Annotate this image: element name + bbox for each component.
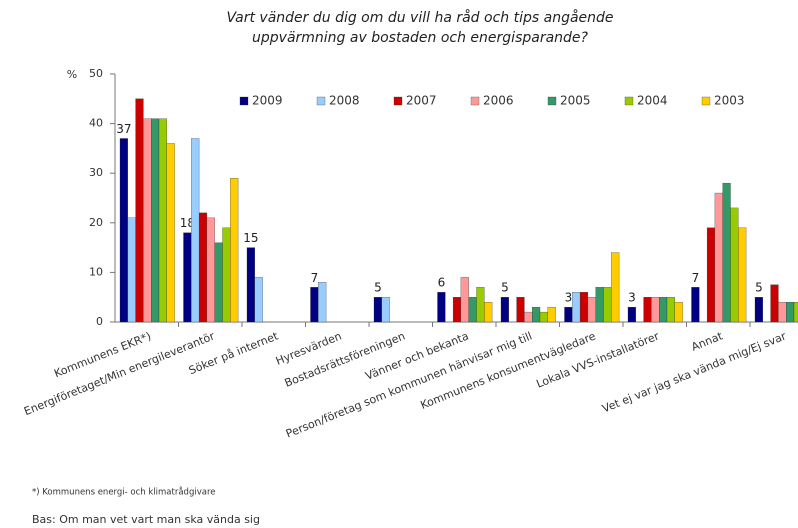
bar bbox=[793, 302, 798, 323]
chart-title: Vart vänder du dig om du vill ha råd och… bbox=[226, 9, 613, 26]
bar bbox=[452, 297, 462, 323]
legend-swatch bbox=[624, 96, 634, 106]
data-label: 15 bbox=[243, 231, 258, 245]
y-tick-label: 20 bbox=[89, 216, 103, 229]
legend-swatch bbox=[393, 96, 403, 106]
bar bbox=[730, 207, 739, 323]
bar bbox=[127, 217, 136, 323]
bar bbox=[770, 284, 779, 323]
bar bbox=[151, 118, 160, 323]
bar bbox=[214, 242, 223, 323]
legend-label: 2006 bbox=[483, 94, 514, 108]
bar bbox=[572, 292, 581, 323]
y-tick-label: 10 bbox=[89, 265, 103, 278]
data-label: 3 bbox=[628, 291, 636, 305]
bar bbox=[786, 302, 795, 323]
bar bbox=[381, 297, 390, 323]
bar bbox=[222, 227, 231, 323]
bar bbox=[230, 178, 239, 323]
bar bbox=[484, 302, 493, 323]
x-tick-label: Lokala VVS-installatörer bbox=[535, 329, 662, 390]
bar bbox=[691, 287, 700, 323]
legend-label: 2004 bbox=[637, 94, 668, 108]
y-tick-label: 50 bbox=[89, 67, 103, 80]
bar bbox=[722, 182, 731, 323]
bar bbox=[603, 287, 612, 323]
data-label: 7 bbox=[311, 271, 319, 285]
bar bbox=[532, 306, 541, 323]
bar bbox=[310, 287, 319, 323]
data-label: 37 bbox=[116, 122, 131, 136]
bar bbox=[587, 297, 596, 323]
y-unit: % bbox=[67, 68, 77, 81]
y-tick-label: 0 bbox=[96, 315, 103, 328]
legend-label: 2003 bbox=[714, 94, 745, 108]
bar bbox=[611, 252, 620, 323]
bar bbox=[714, 192, 723, 323]
bar bbox=[166, 143, 175, 323]
bar bbox=[651, 297, 660, 323]
bar bbox=[659, 297, 668, 323]
data-label: 3 bbox=[565, 291, 573, 305]
data-label: 6 bbox=[438, 276, 446, 290]
legend-label: 2008 bbox=[329, 94, 360, 108]
bar bbox=[516, 297, 525, 323]
legend-swatch bbox=[547, 96, 557, 106]
legend-swatch bbox=[470, 96, 480, 106]
footnote: *) Kommunens energi- och klimatrådgivare bbox=[32, 487, 215, 498]
bar bbox=[666, 297, 675, 323]
bar bbox=[579, 292, 589, 323]
bar bbox=[547, 306, 556, 323]
bar bbox=[524, 311, 533, 323]
bar bbox=[706, 227, 716, 323]
bar bbox=[500, 297, 509, 323]
y-tick-label: 40 bbox=[89, 117, 103, 130]
bar bbox=[476, 287, 485, 323]
bar bbox=[206, 217, 215, 323]
bar bbox=[627, 306, 636, 323]
data-label: 7 bbox=[692, 271, 700, 285]
bar bbox=[564, 306, 573, 323]
bar bbox=[437, 292, 446, 323]
data-label: 5 bbox=[374, 281, 382, 295]
bar bbox=[468, 297, 477, 323]
x-tick-label: Annat bbox=[689, 329, 725, 353]
bar bbox=[143, 118, 152, 323]
bar bbox=[191, 138, 200, 323]
bar bbox=[254, 277, 263, 323]
bar bbox=[738, 227, 747, 323]
legend-swatch bbox=[316, 96, 326, 106]
bar bbox=[318, 282, 327, 323]
legend-label: 2009 bbox=[252, 94, 283, 108]
bar bbox=[778, 302, 787, 323]
bar bbox=[674, 302, 683, 323]
legend-label: 2007 bbox=[406, 94, 437, 108]
bar bbox=[539, 311, 548, 323]
bar bbox=[135, 98, 144, 323]
bar bbox=[754, 297, 763, 323]
bar bbox=[198, 212, 208, 323]
base-note: Bas: Om man vet vart man ska vända sig bbox=[32, 513, 260, 526]
bar bbox=[119, 138, 128, 323]
bar bbox=[246, 247, 255, 323]
y-tick-label: 30 bbox=[89, 166, 103, 179]
legend-swatch bbox=[239, 96, 249, 106]
x-tick-label: Bostadsrättsföreningen bbox=[283, 330, 407, 390]
data-label: 5 bbox=[501, 281, 509, 295]
bar bbox=[460, 277, 469, 323]
legend-label: 2005 bbox=[560, 94, 591, 108]
chart-title: uppvärmning av bostaden och energisparan… bbox=[252, 30, 589, 46]
bar bbox=[373, 297, 382, 323]
legend-swatch bbox=[701, 96, 711, 106]
data-label: 5 bbox=[755, 281, 763, 295]
bar bbox=[183, 232, 192, 323]
bar bbox=[595, 287, 604, 323]
bar bbox=[158, 118, 167, 323]
bar bbox=[643, 297, 652, 323]
